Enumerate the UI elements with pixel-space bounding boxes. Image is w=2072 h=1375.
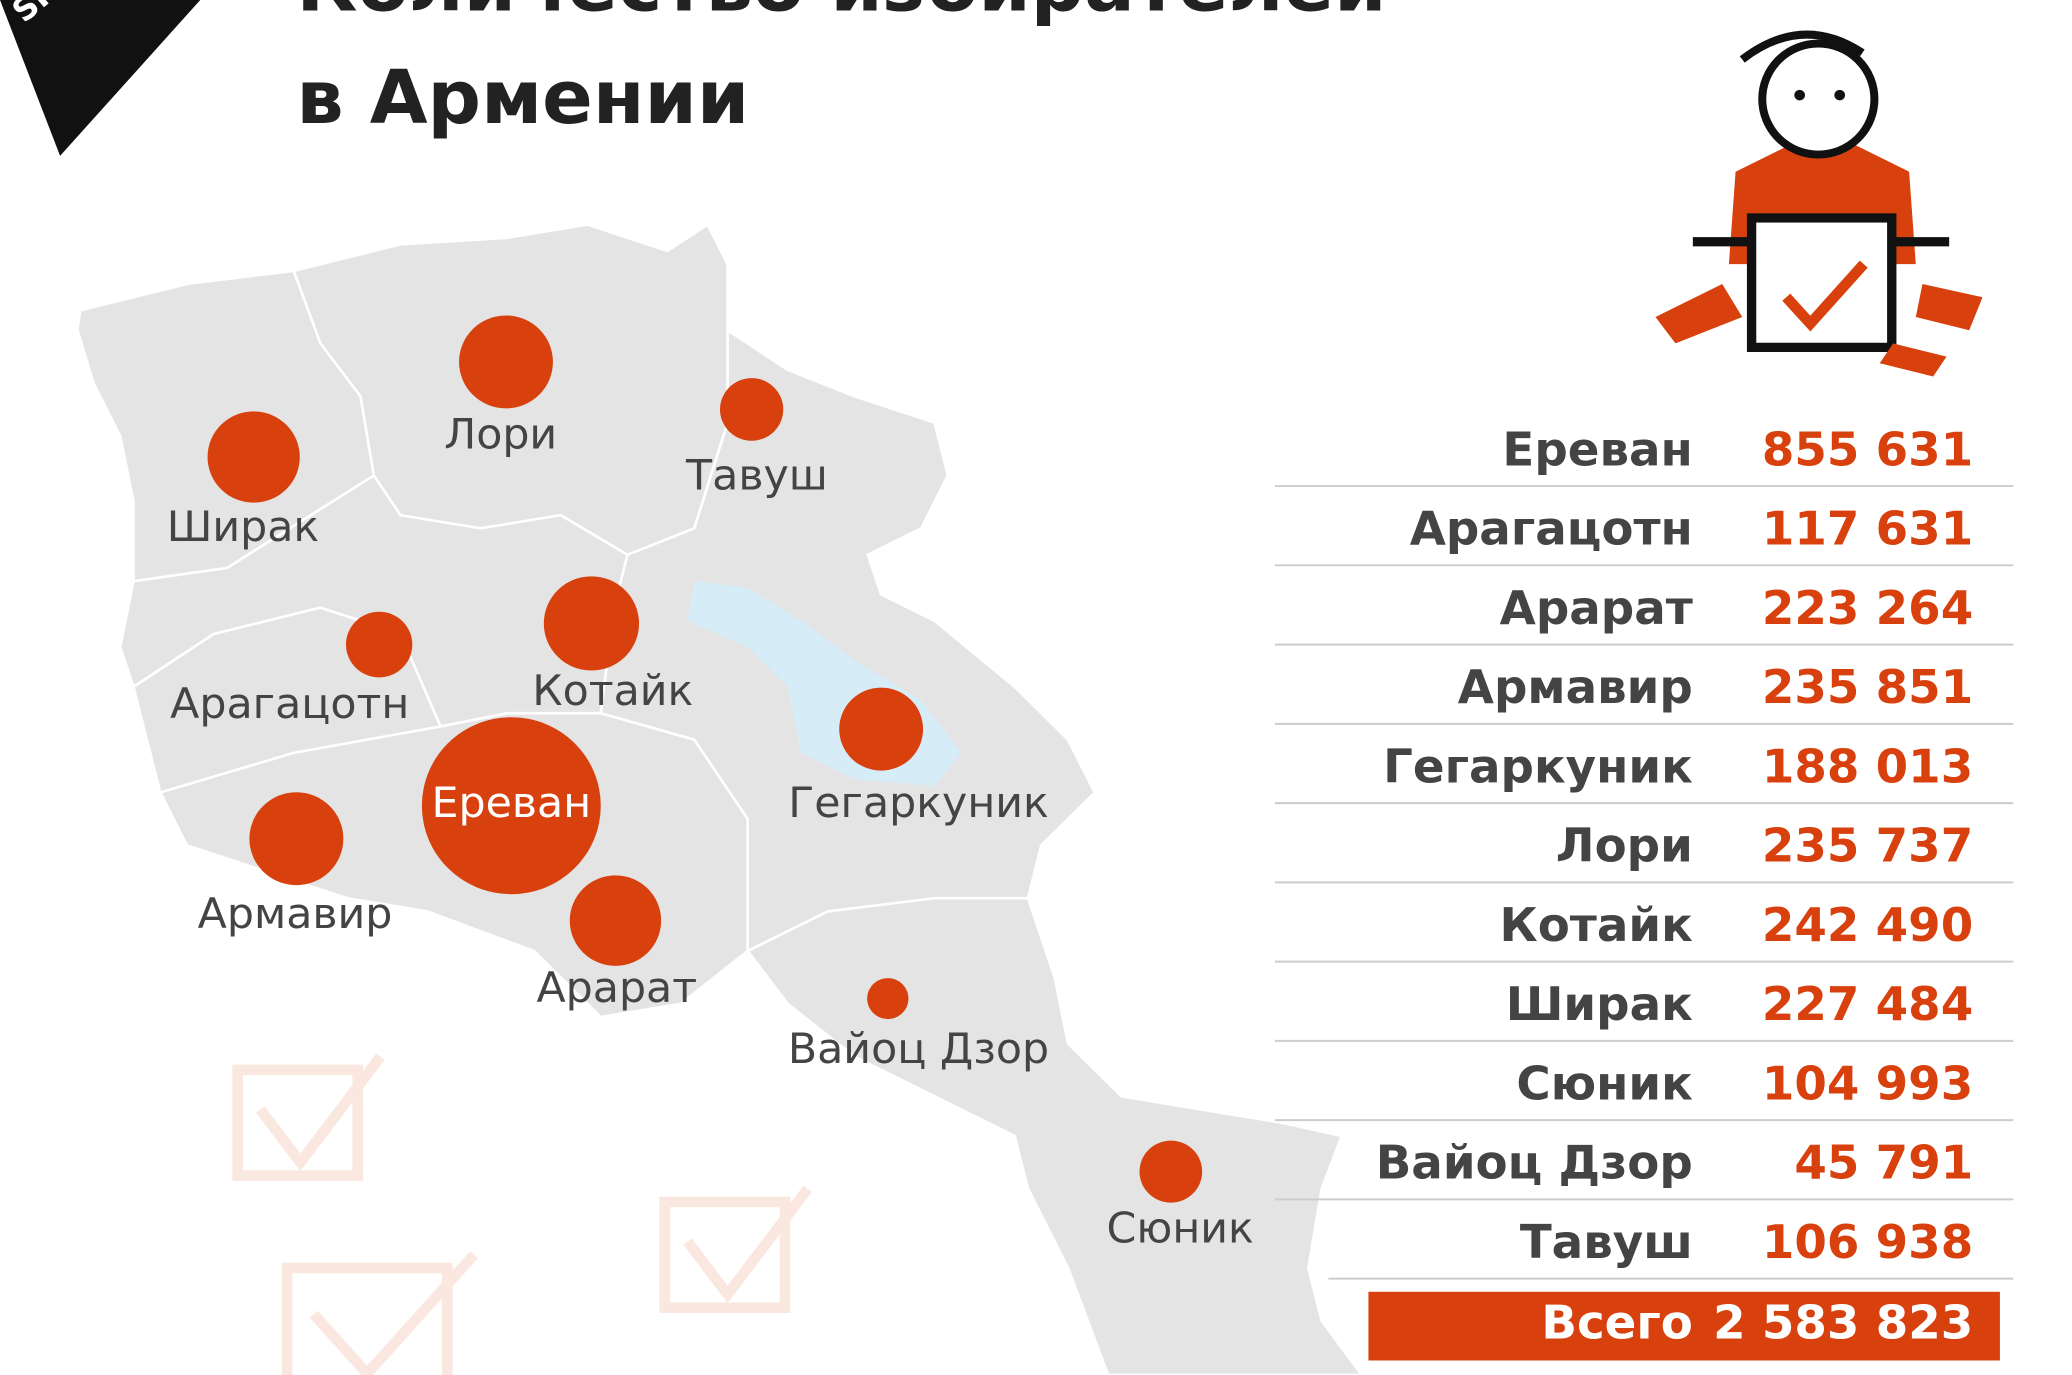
bubble bbox=[569, 875, 662, 966]
row-value: 188 013 bbox=[1762, 740, 1973, 794]
row-value: 106 938 bbox=[1762, 1215, 1973, 1269]
map-label: Арарат bbox=[536, 964, 697, 1013]
row-value: 235 737 bbox=[1762, 819, 1973, 873]
bubble bbox=[459, 315, 553, 409]
row-name: Гегаркуник bbox=[1383, 740, 1693, 794]
row-value: 242 490 bbox=[1762, 898, 1973, 952]
row-name: Котайк bbox=[1500, 898, 1693, 952]
map-label: Арагацотн bbox=[170, 680, 409, 729]
row-value: 223 264 bbox=[1762, 581, 1973, 635]
map-label: Гегаркуник bbox=[788, 779, 1049, 828]
row-name: Ширак bbox=[1506, 977, 1693, 1031]
title-line: Количество избирателей bbox=[296, 0, 1386, 28]
row-value: 117 631 bbox=[1762, 502, 1973, 556]
bubble bbox=[720, 378, 784, 441]
row-name: Сюник bbox=[1516, 1057, 1692, 1111]
region-borders bbox=[132, 270, 1028, 953]
background-checks bbox=[232, 1053, 812, 1375]
map-label: Ереван bbox=[431, 779, 591, 828]
row-name: Вайоц Дзор bbox=[1376, 1136, 1693, 1190]
total-label: Всего bbox=[1541, 1296, 1692, 1350]
map-label: Тавуш bbox=[685, 452, 828, 501]
bubble bbox=[839, 687, 924, 771]
row-name: Арагацотн bbox=[1410, 502, 1693, 556]
row-value: 104 993 bbox=[1762, 1057, 1973, 1111]
bubble bbox=[249, 792, 344, 886]
map-label: Лори bbox=[444, 411, 557, 460]
row-name: Армавир bbox=[1458, 660, 1693, 714]
bubble bbox=[421, 717, 601, 895]
map-label: Котайк bbox=[532, 667, 693, 716]
row-name: Тавуш bbox=[1520, 1215, 1693, 1269]
row-value: 45 791 bbox=[1794, 1136, 1973, 1190]
map-label: Армавир bbox=[198, 890, 393, 939]
row-name: Ереван bbox=[1502, 423, 1692, 477]
map-label: Ширак bbox=[167, 503, 320, 552]
total-value: 2 583 823 bbox=[1713, 1296, 1973, 1350]
map-label: Сюник bbox=[1107, 1205, 1254, 1254]
bubble bbox=[543, 576, 640, 671]
map-label: Вайоц Дзор bbox=[788, 1025, 1049, 1074]
row-value: 855 631 bbox=[1762, 423, 1973, 477]
bubble bbox=[1139, 1140, 1203, 1203]
bubble bbox=[207, 411, 300, 503]
bubble bbox=[867, 978, 909, 1020]
row-value: 227 484 bbox=[1762, 977, 1973, 1031]
row-name: Арарат bbox=[1500, 581, 1693, 635]
total-box bbox=[1368, 1291, 2000, 1361]
bubble bbox=[345, 611, 413, 678]
row-value: 235 851 bbox=[1762, 660, 1973, 714]
logo-shape bbox=[0, 0, 201, 156]
voter-illustration bbox=[1655, 30, 1983, 377]
row-name: Лори bbox=[1556, 819, 1693, 873]
title-line: в Армении bbox=[296, 54, 749, 141]
